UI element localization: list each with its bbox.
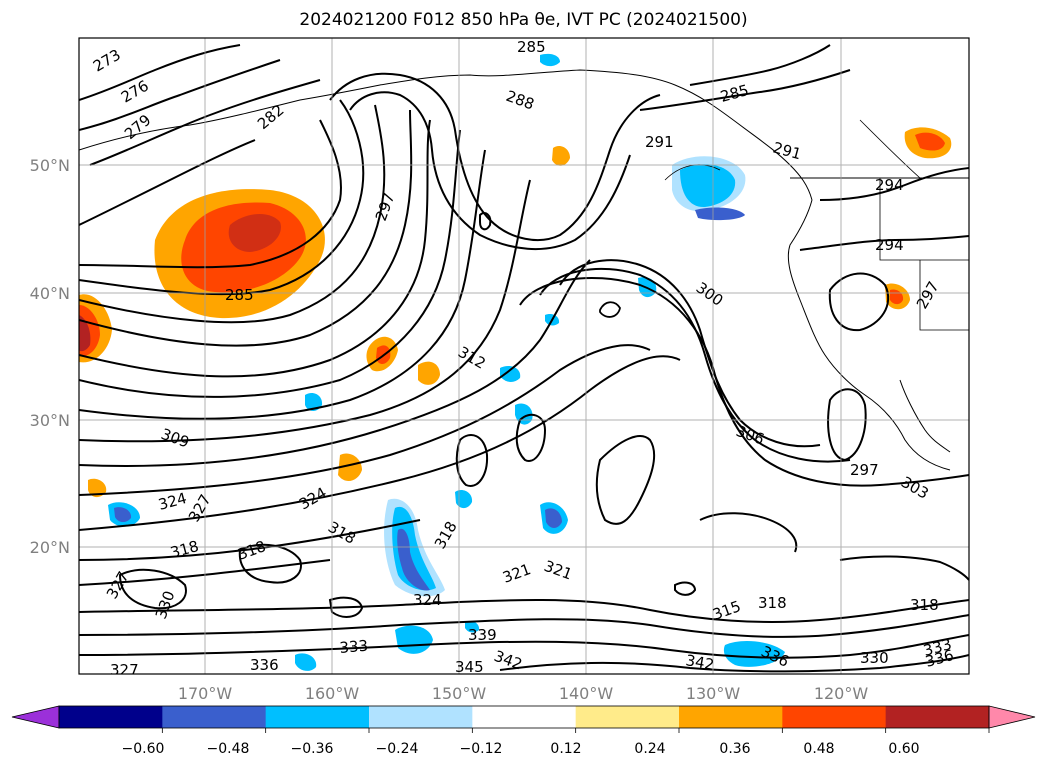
colorbar-tick-label: −0.60 xyxy=(122,741,165,757)
contour-label-layer: 273 276 279 282 285 285 288 291 291 294 … xyxy=(90,38,956,679)
colorbar-outline xyxy=(58,705,990,729)
graticule xyxy=(79,38,969,674)
colorbar-segment xyxy=(782,706,887,728)
contour-label: 324 xyxy=(413,591,442,609)
colorbar-segment xyxy=(575,706,680,728)
map-frame xyxy=(78,37,970,675)
contour-label: 285 xyxy=(225,286,254,304)
lat-label: 50°N xyxy=(30,156,70,175)
contour-label: 339 xyxy=(468,626,497,644)
contour-label: 285 xyxy=(517,38,546,56)
colorbar-segment xyxy=(679,706,783,728)
contour-label: 333 xyxy=(339,637,369,657)
colorbar-tick-label: −0.12 xyxy=(460,741,503,757)
colorbar-extend-high xyxy=(988,705,1036,729)
colorbar-tick-label: 0.60 xyxy=(888,741,919,757)
contour-label: 294 xyxy=(875,236,904,254)
colorbar-segment xyxy=(162,706,267,728)
colorbar-segment xyxy=(265,706,370,728)
lon-label: 160°W xyxy=(305,684,360,703)
contour-label: 330 xyxy=(860,649,889,667)
map-title: 2024021200 F012 850 hPa θe, IVT PC (2024… xyxy=(299,10,748,30)
lon-label: 120°W xyxy=(814,684,869,703)
colorbar-tick-label: 0.48 xyxy=(803,741,834,757)
colorbar-tick-label: −0.36 xyxy=(291,741,334,757)
contour-label: 318 xyxy=(910,596,939,614)
contour-label: 327 xyxy=(110,661,139,679)
colorbar-tick-label: −0.24 xyxy=(376,741,419,757)
contour-label: 297 xyxy=(850,461,879,479)
lat-label: 40°N xyxy=(30,284,70,303)
lon-label: 150°W xyxy=(432,684,487,703)
lon-label: 170°W xyxy=(178,684,233,703)
colorbar-segment xyxy=(369,706,473,728)
colorbar-tick-label: 0.36 xyxy=(719,741,750,757)
map-background xyxy=(79,38,969,674)
colorbar-tick-label: 0.12 xyxy=(550,741,581,757)
contour-label: 291 xyxy=(645,133,674,151)
colorbar-tick-label: −0.48 xyxy=(207,741,250,757)
colorbar-segment xyxy=(472,706,577,728)
colorbar xyxy=(11,705,1036,733)
contour-label: 345 xyxy=(455,658,484,676)
coastline-layer xyxy=(79,69,969,471)
lat-labels: 50°N 40°N 30°N 20°N xyxy=(30,156,70,557)
lat-label: 20°N xyxy=(30,538,70,557)
lon-label: 130°W xyxy=(686,684,741,703)
colorbar-segment xyxy=(59,706,163,728)
colorbar-ticks: −0.60 −0.48 −0.36 −0.24 −0.12 0.12 0.24 … xyxy=(122,741,920,757)
contour-label: 318 xyxy=(758,594,787,612)
contour-label: 342 xyxy=(684,651,715,674)
contour-label: 294 xyxy=(875,176,904,194)
contour-label: 336 xyxy=(250,656,279,674)
lon-label: 140°W xyxy=(559,684,614,703)
lat-label: 30°N xyxy=(30,411,70,430)
colorbar-extend-low xyxy=(11,705,60,729)
colorbar-tick-label: 0.24 xyxy=(634,741,665,757)
lon-labels: 170°W 160°W 150°W 140°W 130°W 120°W xyxy=(178,684,869,703)
colorbar-segment xyxy=(885,706,990,728)
